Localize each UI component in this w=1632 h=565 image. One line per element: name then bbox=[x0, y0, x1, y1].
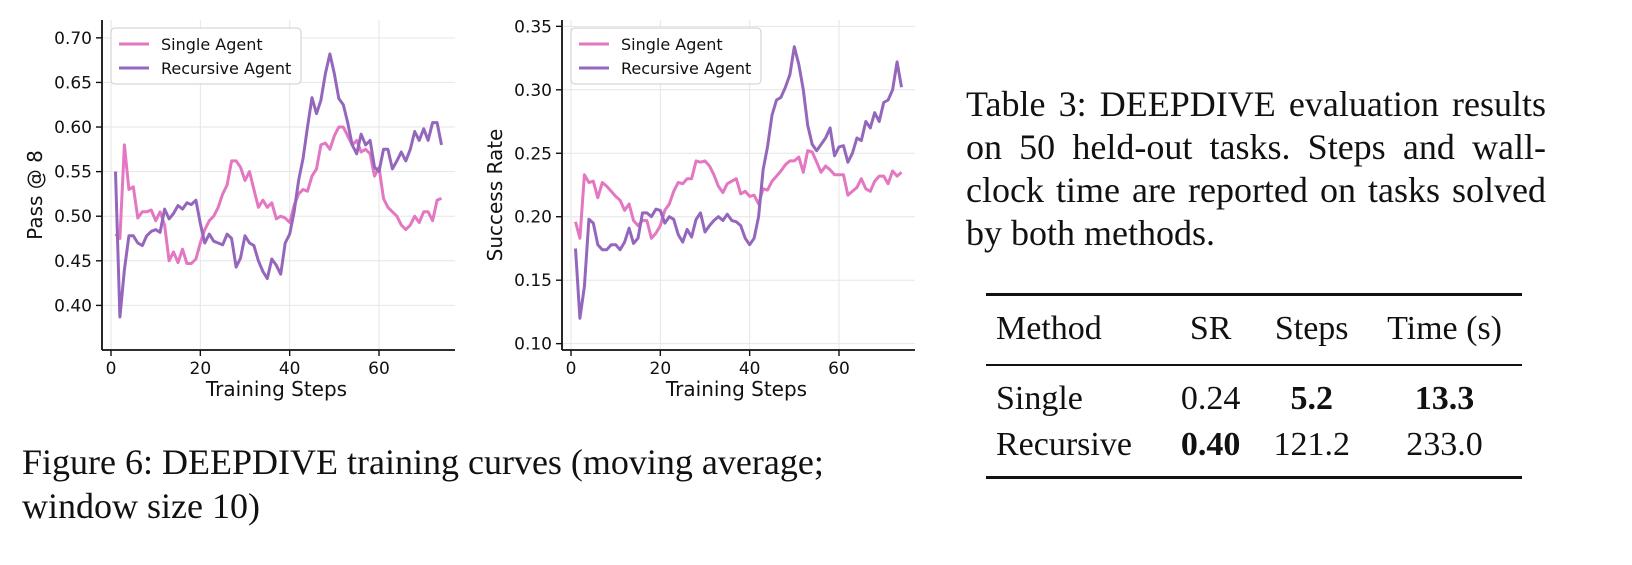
results-table: Method SR Steps Time (s) Single 0.24 5.2… bbox=[986, 293, 1522, 479]
y-axis-label: Pass @ 8 bbox=[23, 150, 47, 240]
y-tick-label: 0.40 bbox=[54, 296, 92, 316]
y-tick-label: 0.60 bbox=[54, 118, 92, 138]
y-tick-label: 0.10 bbox=[514, 335, 552, 355]
table-caption-name-d: D bbox=[1099, 84, 1126, 124]
series-line-single-agent bbox=[574, 149, 903, 240]
success-rate-chart: 0 20 40 60 0.10 0.15 0.20 0.25 0.30 0.35 Training … bbox=[460, 0, 920, 415]
pass-at-8-chart: 0 20 40 60 0.40 0.45 0.50 0.55 0.60 0.65 0.70 Train… bbox=[0, 0, 460, 415]
cell-time: 233.0 bbox=[1406, 426, 1483, 463]
series-line-recursive-agent bbox=[114, 52, 443, 319]
y-tick-label: 0.20 bbox=[514, 208, 552, 228]
x-tick-label: 0 bbox=[106, 359, 117, 379]
x-tick-label: 60 bbox=[368, 359, 390, 379]
figure-caption-name-d2: D bbox=[252, 442, 279, 482]
figure-caption-name-d: D bbox=[162, 442, 188, 482]
chart-svg: 0 20 40 60 0.40 0.45 0.50 0.55 0.60 0.65 0.70 Train… bbox=[23, 20, 455, 401]
y-tick-label: 0.70 bbox=[54, 29, 92, 49]
series-line-single-agent bbox=[114, 125, 443, 265]
y-tick-label: 0.25 bbox=[514, 144, 552, 164]
y-axis-label: Success Rate bbox=[483, 129, 507, 262]
cell-time: 13.3 bbox=[1414, 380, 1475, 417]
figure-caption-text: training curves (moving average; window … bbox=[22, 442, 824, 526]
x-axis-label: Training Steps bbox=[205, 377, 347, 401]
x-axis-label: Training Steps bbox=[665, 377, 807, 401]
chart-svg: 0 20 40 60 0.10 0.15 0.20 0.25 0.30 0.35 Training … bbox=[483, 17, 915, 401]
table-caption-prefix: Table 3: bbox=[966, 84, 1100, 124]
legend: Single Agent Recursive Agent bbox=[570, 27, 762, 85]
cell-steps: 5.2 bbox=[1290, 380, 1333, 417]
y-tick-label: 0.35 bbox=[514, 17, 552, 37]
y-tick-label: 0.50 bbox=[54, 207, 92, 227]
legend: Single Agent Recursive Agent bbox=[110, 27, 302, 85]
series-line-recursive-agent bbox=[574, 45, 903, 320]
header-method: Method bbox=[996, 310, 1102, 347]
legend-box bbox=[110, 27, 302, 85]
legend-box bbox=[570, 27, 762, 85]
cell-method: Single bbox=[996, 380, 1083, 417]
y-tick-label: 0.65 bbox=[54, 73, 92, 93]
x-tick-label: 0 bbox=[566, 359, 577, 379]
table-caption-name-eep: EEP bbox=[1125, 84, 1190, 124]
table-row: Single 0.24 5.2 13.3 bbox=[986, 365, 1522, 422]
x-tick-label: 40 bbox=[739, 359, 761, 379]
cell-sr: 0.24 bbox=[1180, 380, 1241, 417]
table-header-row: Method SR Steps Time (s) bbox=[986, 294, 1522, 365]
table-caption-text: evaluation results on 50 held-out tasks.… bbox=[966, 84, 1546, 253]
table-row: Recursive 0.40 121.2 233.0 bbox=[986, 422, 1522, 478]
table-caption-name-d2: D bbox=[1189, 84, 1216, 124]
figure-caption-name-ive: IVE bbox=[278, 442, 338, 482]
legend-label: Single Agent bbox=[621, 35, 723, 54]
header-time: Time (s) bbox=[1387, 310, 1502, 347]
x-tick-label: 20 bbox=[650, 359, 672, 379]
cell-steps: 121.2 bbox=[1273, 426, 1350, 463]
legend-label: Recursive Agent bbox=[621, 59, 751, 78]
figure-caption-name-eep: EEP bbox=[188, 442, 253, 482]
figure-caption-prefix: Figure 6: bbox=[22, 442, 162, 482]
cell-method: Recursive bbox=[996, 426, 1132, 463]
x-tick-label: 20 bbox=[190, 359, 212, 379]
y-tick-label: 0.30 bbox=[514, 81, 552, 101]
figure-caption: Figure 6: DEEPDIVE training curves (movi… bbox=[22, 440, 922, 528]
header-sr: SR bbox=[1189, 310, 1232, 347]
x-tick-label: 60 bbox=[828, 359, 850, 379]
header-steps: Steps bbox=[1274, 310, 1349, 347]
legend-label: Recursive Agent bbox=[161, 59, 291, 78]
y-tick-label: 0.45 bbox=[54, 252, 92, 272]
cell-sr: 0.40 bbox=[1180, 426, 1241, 463]
x-tick-label: 40 bbox=[279, 359, 301, 379]
table-caption-name-ive: IVE bbox=[1215, 84, 1276, 124]
y-tick-label: 0.15 bbox=[514, 271, 552, 291]
table-caption: Table 3: DEEPDIVE evaluation results on … bbox=[966, 83, 1546, 255]
y-tick-label: 0.55 bbox=[54, 163, 92, 183]
legend-label: Single Agent bbox=[161, 35, 263, 54]
